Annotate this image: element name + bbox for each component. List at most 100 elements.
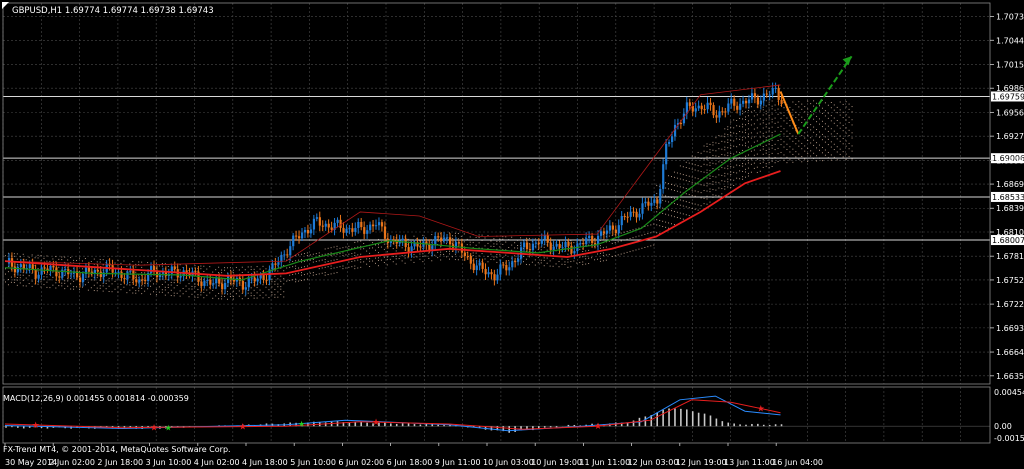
cloud-dot [745,129,746,131]
cloud-dot [528,256,530,258]
candle-body [611,225,614,230]
cloud-dot [614,255,616,257]
cloud-dot [73,259,75,261]
cloud-dot [801,121,803,123]
cloud-dot [830,128,832,130]
candle-body [588,235,591,239]
cloud-dot [727,186,729,188]
cloud-dot [64,288,66,290]
cloud-dot [798,145,800,147]
level-tag-label-1: 1.69006 [992,154,1024,163]
candle-body [31,264,34,270]
cloud-dot [229,269,231,271]
cloud-dot [792,153,794,155]
candle-body [685,102,688,114]
price-tick-label-4: 1.69565 [996,108,1024,117]
cloud-dot [679,173,681,175]
cloud-dot [514,255,516,257]
cloud-dot [851,106,853,108]
candle-body [502,264,505,266]
cloud-dot [753,123,755,125]
cloud-dot [762,166,764,168]
main-frame [2,2,991,385]
cloud-dot [487,248,489,250]
cloud-dot [706,146,708,148]
cloud-dot [626,251,628,253]
cloud-dot [768,135,770,137]
price-tick-label-13: 1.66935 [996,324,1024,333]
cloud-dot [306,265,308,267]
candle-body [117,271,120,273]
cloud-dot [173,282,175,284]
cloud-dot [588,263,590,265]
cloud-dot [333,272,335,274]
cloud-dot [848,142,850,144]
cloud-dot [685,214,687,216]
cloud-dot [611,235,613,237]
cloud-dot [227,293,228,295]
cloud-dot [318,260,320,262]
cloud-dot [327,260,329,262]
cloud-dot [218,292,220,294]
price-tick-label-1: 1.70445 [996,36,1024,45]
cloud-dot [306,252,308,254]
cloud-dot [232,295,234,297]
cloud-dot [750,137,752,139]
cloud-dot [821,133,823,135]
cloud-dot [129,289,131,291]
cloud-dot [659,225,661,227]
cloud-dot [801,103,803,105]
cloud-dot [404,257,406,259]
candle-body [348,228,351,230]
cloud-dot [718,195,720,197]
cloud-dot [490,258,492,260]
cloud-dot [289,279,291,281]
candle-body [567,241,570,246]
cloud-dot [413,256,415,258]
cloud-dot [730,187,732,189]
cloud-dot [534,238,536,240]
cloud-dot [715,176,717,178]
cloud-dot [392,248,394,250]
cloud-dot [354,265,356,267]
cloud-dot [816,147,818,149]
cloud-dot [22,280,24,282]
cloud-dot [37,270,39,272]
cloud-dot [401,260,403,262]
cloud-dot [52,271,54,273]
cloud-dot [135,290,137,292]
candle-body [120,271,123,278]
cloud-dot [295,278,297,280]
candle-body [43,267,46,269]
cloud-dot [673,203,675,205]
cloud-dot [173,292,175,294]
cloud-dot [730,184,732,186]
cloud-dot [277,278,279,280]
candle-body [659,189,662,204]
cloud-dot [827,117,829,119]
cloud-dot [632,250,634,252]
cloud-dot [724,149,726,151]
cloud-dot [736,138,738,140]
candle-body [585,238,588,245]
cloud-dot [762,148,764,150]
cloud-dot [79,289,80,291]
cloud-dot [810,103,812,105]
cloud-dot [90,279,92,281]
cloud-dot [357,254,359,256]
cloud-dot [348,248,350,250]
cloud-dot [827,112,829,114]
cloud-dot [819,105,820,107]
cloud-dot [197,296,199,298]
cloud-dot [739,178,741,180]
cloud-dot [745,124,746,126]
cloud-dot [446,243,448,245]
cloud-dot [280,293,282,295]
cloud-dot [733,140,735,142]
cloud-dot [253,268,255,270]
cloud-dot [259,294,261,296]
cloud-dot [274,283,276,285]
cloud-dot [449,258,450,260]
